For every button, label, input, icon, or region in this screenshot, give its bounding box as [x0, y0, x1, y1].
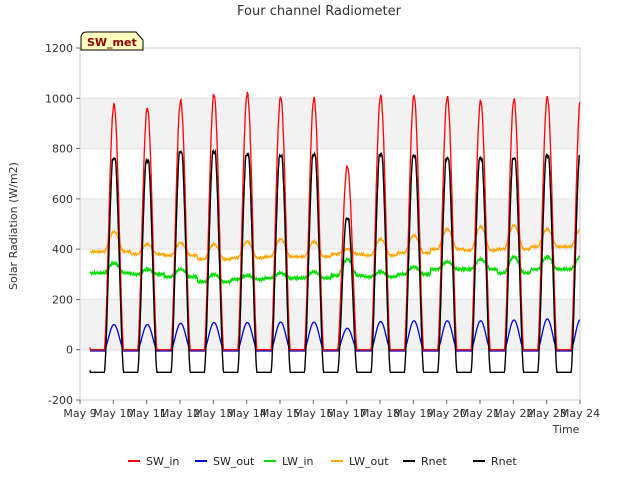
x-tick-label: May 11	[127, 407, 167, 420]
series-lw-out	[89, 223, 580, 263]
x-tick-label: May 9	[63, 407, 96, 420]
y-tick-label: 400	[52, 243, 73, 256]
x-tick-label: May 20	[427, 407, 467, 420]
x-tick-label: May 13	[193, 407, 233, 420]
legend-label: LW_in	[282, 455, 314, 468]
sw-met-badge: SW_met	[80, 31, 144, 51]
legend-label: Rnet	[491, 455, 517, 468]
x-tick-label: May 17	[327, 407, 367, 420]
y-axis-ticks: -200 0 200 400 600 800 1000 1200	[45, 42, 80, 407]
y-tick-label: 1200	[45, 42, 73, 55]
background-band	[80, 299, 580, 350]
y-tick-label: -200	[48, 394, 73, 407]
x-axis-label: Time	[552, 423, 580, 436]
y-tick-label: 1000	[45, 92, 73, 105]
background-bands	[80, 98, 580, 350]
series-sw-out	[90, 318, 581, 352]
series-sw-in	[89, 91, 581, 351]
plot-frame	[79, 47, 581, 401]
legend-label: SW_out	[213, 455, 255, 468]
series-lw-in	[89, 253, 581, 286]
x-tick-label: May 22	[493, 407, 533, 420]
legend-label: SW_in	[146, 455, 179, 468]
badge-shape	[80, 31, 144, 51]
x-tick-label: May 23	[527, 407, 567, 420]
series-layer	[89, 91, 581, 373]
x-tick-label: May 12	[160, 407, 200, 420]
x-tick-label: May 19	[393, 407, 433, 420]
background-band	[80, 198, 580, 250]
y-axis-label: Solar Radiation (W/m2)	[7, 162, 20, 290]
x-tick-label: May 21	[460, 407, 500, 420]
legend-label: LW_out	[349, 455, 389, 468]
chart-title: Four channel Radiometer	[237, 4, 402, 19]
badge-label: SW_met	[87, 36, 137, 49]
x-tick-label: May 15	[260, 407, 300, 420]
y-tick-label: 800	[52, 143, 73, 156]
background-band	[80, 98, 580, 149]
x-tick-label: May 10	[93, 407, 133, 420]
y-tick-label: 600	[52, 193, 73, 206]
x-tick-label: May 14	[227, 407, 267, 420]
series-rnet	[89, 148, 581, 373]
legend: SW_in SW_out LW_in LW_out Rnet Rnet	[128, 455, 517, 468]
x-tick-label: May 18	[360, 407, 400, 420]
y-tick-label: 200	[52, 293, 73, 306]
x-tick-label: May 16	[293, 407, 333, 420]
x-tick-label: May 24	[560, 407, 600, 420]
legend-label: Rnet	[421, 455, 447, 468]
y-tick-label: 0	[66, 344, 73, 357]
